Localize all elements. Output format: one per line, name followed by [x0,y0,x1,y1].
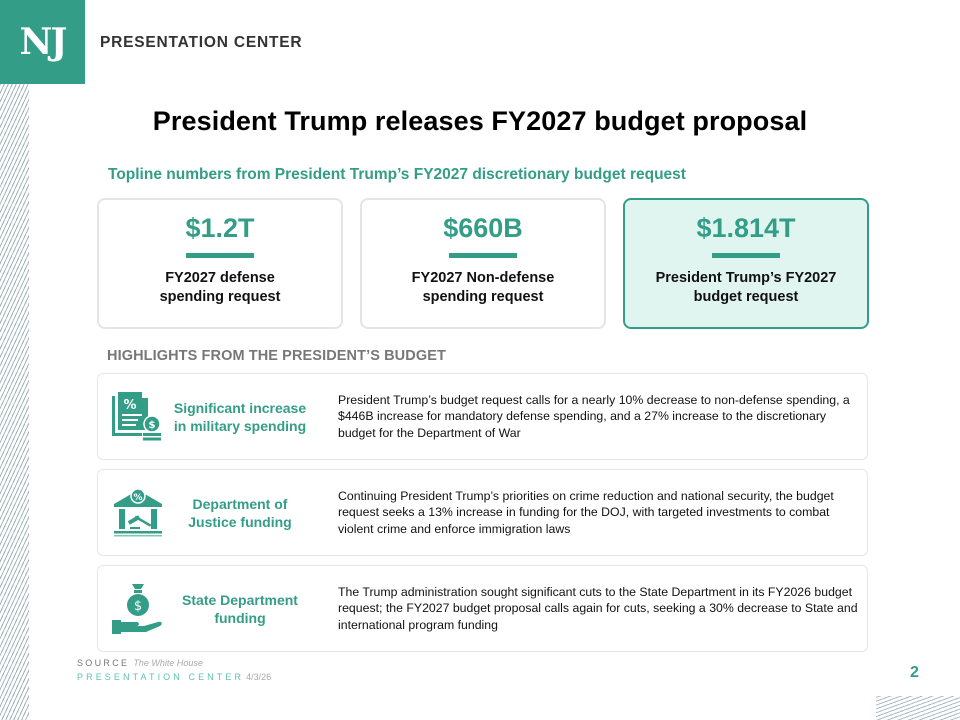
highlight-title-line2: in military spending [173,417,307,434]
highlight-description: President Trump’s budget request calls f… [338,392,850,440]
stat-card-nondefense: $660B FY2027 Non-defense spending reques… [360,198,606,329]
highlight-card-doj: % Department of Justice funding Continui… [97,469,868,556]
document-percent-dollar-icon: % $ [112,392,161,441]
footer-date: 4/3/26 [246,672,272,682]
logo-text: NJ [19,21,68,63]
brand-name: PRESENTATION CENTER [100,34,303,51]
stat-value: $1.2T [185,213,255,243]
highlight-title-line2: funding [214,609,266,626]
highlight-title: State Department funding [170,566,310,651]
source-value: The White House [133,658,203,668]
highlight-description: The Trump administration sought signific… [338,584,858,632]
decorative-hatch-left [0,84,29,720]
highlight-title-line1: Significant increase [173,399,307,416]
money-bag-hand-icon: $ [112,584,162,634]
footer-presentation-center: PRESENTATION CENTER 4/3/26 [77,672,271,682]
page-subtitle: Topline numbers from President Trump’s F… [108,166,686,183]
stat-underline [186,253,254,258]
stat-value: $660B [443,213,523,243]
stat-underline [449,253,517,258]
footer-center-label: PRESENTATION CENTER [77,672,245,682]
page-number: 2 [910,664,919,681]
decorative-hatch-bottom [876,696,960,720]
stat-underline [712,253,780,258]
stat-label-line1: President Trump’s FY2027 [655,270,837,286]
svg-text:%: % [123,398,136,413]
highlight-title-line1: State Department [182,591,298,608]
highlight-title: Department of Justice funding [170,470,310,555]
highlights-heading: HIGHLIGHTS FROM THE PRESIDENT’S BUDGET [107,348,446,364]
highlight-card-state: $ State Department funding The Trump adm… [97,565,868,652]
stat-label-line2: spending request [159,289,281,305]
stat-label-line1: FY2027 Non-defense [411,270,555,286]
highlight-card-military: % $ Significant increase in military spe… [97,373,868,460]
svg-text:$: $ [134,599,142,614]
footer-source: SOURCE The White House [77,658,203,668]
page-title: President Trump releases FY2027 budget p… [152,106,808,136]
highlight-description: Continuing President Trump’s priorities … [338,488,834,536]
svg-text:$: $ [149,420,156,431]
stat-label-line1: FY2027 defense [165,270,275,286]
courthouse-gavel-icon: % [114,488,162,537]
highlight-title-line1: Department of [192,495,288,512]
highlight-title: Significant increase in military spendin… [170,374,310,459]
highlight-title-line2: Justice funding [188,513,292,530]
nj-logo: NJ [0,0,85,84]
stat-value: $1.814T [696,213,796,243]
stat-card-total: $1.814T President Trump’s FY2027 budget … [623,198,869,329]
source-label: SOURCE [77,658,130,668]
stat-label-line2: budget request [693,289,799,305]
stat-label-line2: spending request [422,289,544,305]
svg-text:%: % [133,493,142,503]
stat-card-defense: $1.2T FY2027 defense spending request [97,198,343,329]
